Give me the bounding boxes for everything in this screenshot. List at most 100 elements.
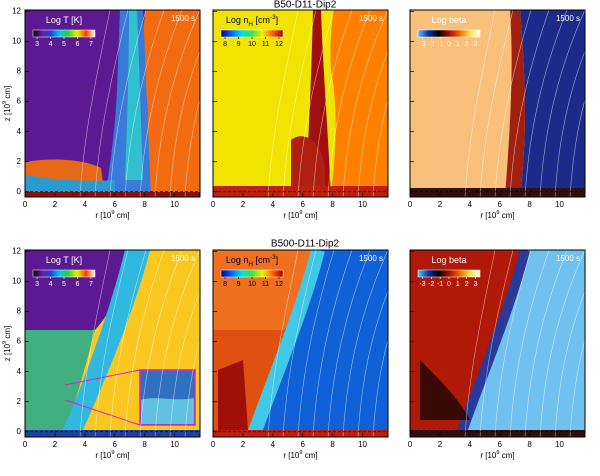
map-region: [60, 250, 150, 437]
text-part: r [10: [95, 451, 112, 460]
field-line: [312, 250, 353, 437]
simulation-map: [25, 10, 200, 197]
colorbar-tick-label: 5: [62, 281, 66, 288]
field-line: [494, 10, 532, 197]
text-part: cm]: [303, 451, 318, 460]
field-line: [479, 10, 514, 197]
colorbar-tick-label: 3: [474, 281, 478, 288]
field-line: [154, 10, 200, 197]
field-line: [539, 10, 585, 197]
text-part: cm]: [3, 86, 12, 101]
time-label: 1500 s: [556, 14, 580, 23]
colorbar: [32, 269, 96, 278]
colorbar-tick-label: 12: [275, 281, 283, 288]
panel-frame: [212, 9, 389, 198]
text-part: 9: [111, 210, 114, 216]
simulation-map: [410, 10, 585, 197]
colorbar-tick-label: -1: [437, 41, 443, 48]
time-label: 1500 s: [171, 14, 195, 23]
field-line: [282, 10, 317, 197]
colorbar-tick-label: 0: [447, 41, 451, 48]
field-line: [554, 290, 585, 437]
text-part: 9: [2, 101, 8, 104]
y-tick-label: 4: [17, 367, 22, 376]
panel-frame: [212, 249, 389, 438]
map-region: [25, 430, 200, 437]
field-line: [327, 10, 371, 197]
colorbar: [32, 29, 96, 38]
x-tick-label: 4: [468, 440, 473, 449]
x-tick-label: 4: [83, 200, 88, 209]
x-axis-label: r [109 cm]: [95, 450, 129, 460]
colorbar-tick-label: 1: [456, 41, 460, 48]
panel: Log T [K] 3 4 5 6 7 1500 s 0 2 4 6 8 10 0 2 4 6 8 10 12 r [1…: [2, 7, 201, 220]
colorbar-tick-label: -3: [419, 281, 425, 288]
x-tick-label: 8: [330, 200, 335, 209]
field-line: [124, 250, 165, 437]
field-line: [267, 250, 299, 437]
y-tick-label: 4: [17, 127, 22, 136]
text-part: cm]: [3, 326, 12, 341]
field-line: [109, 250, 147, 437]
text-part: cm]: [500, 451, 515, 460]
x-tick-label: 8: [527, 440, 532, 449]
colorbar-tick-label: 6: [76, 281, 80, 288]
colorbar-tick-label: 8: [223, 41, 227, 48]
x-tick-label: 6: [301, 200, 306, 209]
x-tick-label: 10: [358, 440, 367, 449]
x-axis-label: r [109 cm]: [480, 450, 514, 460]
map-region: [125, 10, 143, 180]
text-part: cm]: [115, 211, 130, 220]
colorbar-tick-label: 11: [262, 281, 269, 288]
colorbar-tick-label: 11: [262, 41, 269, 48]
y-tick-label: 12: [12, 7, 21, 16]
map-region: [330, 10, 388, 197]
x-tick-label: 0: [211, 200, 216, 209]
map-region: [25, 175, 115, 192]
field-line: [509, 250, 550, 437]
x-tick-label: 2: [241, 440, 246, 449]
field-line: [282, 250, 317, 437]
field-line: [94, 10, 129, 197]
x-tick-label: 8: [330, 440, 335, 449]
map-region: [25, 192, 200, 197]
y-tick-label: 8: [17, 307, 22, 316]
text-part: Log T [K]: [46, 15, 82, 25]
text-part: r [10: [283, 211, 300, 220]
text-part: -3: [270, 254, 276, 261]
text-part: 9: [299, 450, 302, 456]
time-label: 1500 s: [359, 254, 383, 263]
map-region: [420, 360, 470, 420]
map-region: [141, 398, 194, 424]
text-part: r [10: [480, 451, 497, 460]
field-line: [169, 290, 200, 437]
panel-frame: [409, 249, 586, 438]
colorbar-tick-label: 10: [248, 281, 256, 288]
text-part: Log n: [226, 255, 249, 265]
x-tick-label: 8: [142, 200, 147, 209]
colorbar-label: Log nH [cm-3]: [226, 254, 278, 268]
x-tick-label: 6: [113, 440, 118, 449]
colorbar-tick-label: -3: [419, 41, 425, 48]
x-tick-label: 2: [53, 200, 58, 209]
colorbar-tick-label: 8: [223, 281, 227, 288]
simulation-map: [213, 250, 388, 437]
colorbar-tick-label: -1: [437, 281, 443, 288]
y-tick-label: 8: [17, 67, 22, 76]
x-tick-label: 4: [271, 200, 276, 209]
x-tick-label: 4: [83, 440, 88, 449]
y-tick-label: 12: [12, 247, 21, 256]
field-line: [584, 192, 585, 197]
field-line: [297, 10, 335, 197]
x-tick-label: 0: [408, 200, 413, 209]
colorbar: [417, 29, 481, 38]
field-line: [539, 250, 585, 437]
panel-frame: [24, 249, 201, 438]
x-axis-label: r [109 cm]: [283, 450, 317, 460]
text-part: z [10: [3, 343, 12, 361]
row-title: B50-D11-Dip2: [274, 0, 337, 11]
colorbar-tick-label: 3: [35, 41, 39, 48]
field-line: [464, 250, 496, 437]
colorbar-tick-label: 2: [465, 41, 469, 48]
text-part: 9: [299, 210, 302, 216]
